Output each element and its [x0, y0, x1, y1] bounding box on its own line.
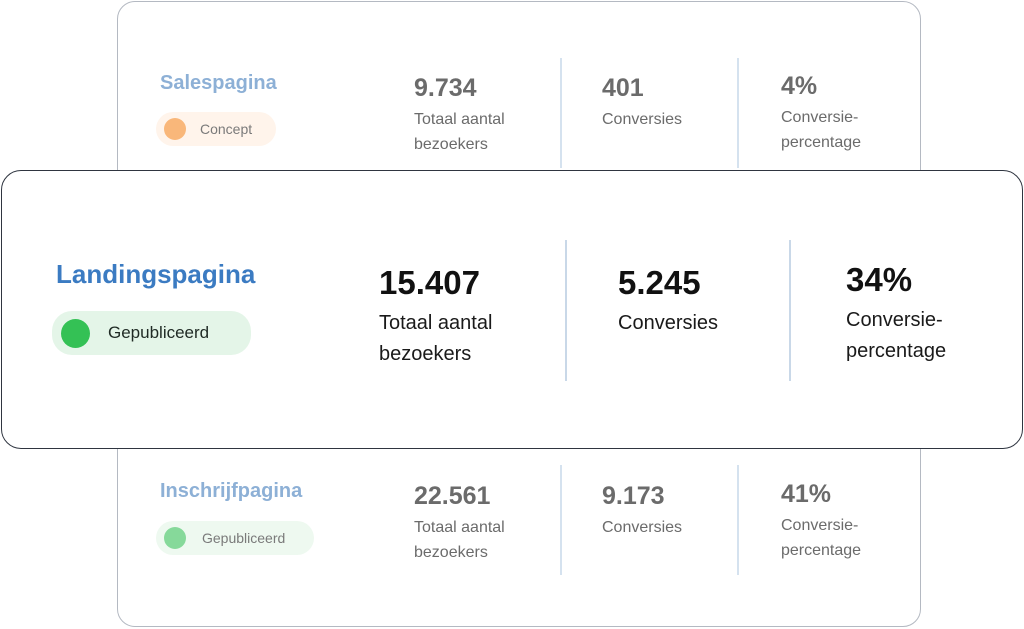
metric-label-line: Totaal aantal: [379, 312, 493, 334]
metric-label: Conversie- percentage: [781, 105, 861, 155]
metric-label: Conversies: [602, 111, 683, 128]
metric-visitors-signup: 22.561 Totaal aantal bezoekers: [414, 482, 505, 565]
status-dot-icon: [164, 527, 186, 549]
metric-label: Totaal aantal bezoekers: [414, 107, 505, 157]
metric-label-line: percentage: [781, 542, 862, 559]
status-label: Gepubliceerd: [202, 530, 286, 546]
metric-value: 9.734: [414, 74, 477, 102]
metric-label: Conversies: [602, 519, 683, 536]
metric-label: Conversies: [618, 312, 719, 334]
metric-value: 15.407: [379, 264, 480, 301]
metric-label-line: Conversie-: [846, 309, 943, 331]
metric-value: 9.173: [602, 482, 665, 510]
page-row-signup[interactable]: Inschrijfpagina Gepubliceerd 22.561 Tota…: [118, 451, 922, 627]
metric-rate-landing: 34% Conversie- percentage: [846, 261, 946, 367]
metric-label: Totaal aantal bezoekers: [379, 308, 492, 370]
status-label: Concept: [200, 121, 253, 137]
metric-label: Conversie- percentage: [781, 513, 861, 563]
metric-rate-signup: 41% Conversie- percentage: [781, 480, 861, 563]
metric-value: 41%: [781, 480, 832, 508]
page-row-landing[interactable]: Landingspagina Gepubliceerd 15.407 Totaa…: [1, 170, 1023, 449]
metric-visitors-landing: 15.407 Totaal aantal bezoekers: [379, 264, 492, 370]
divider: [737, 58, 739, 168]
metric-value: 34%: [846, 261, 913, 298]
status-label: Gepubliceerd: [108, 323, 210, 342]
metric-value: 4%: [781, 72, 818, 100]
metric-label-line: bezoekers: [414, 544, 488, 561]
page-row-sales[interactable]: Salespagina Concept 9.734 Totaal aantal …: [118, 2, 922, 170]
divider: [560, 465, 562, 575]
metric-value: 5.245: [618, 264, 701, 301]
metric-label-line: Totaal aantal: [414, 519, 505, 536]
status-badge-sales: Concept: [156, 112, 276, 146]
divider: [565, 240, 567, 381]
metric-value: 401: [602, 74, 644, 102]
status-badge-signup: Gepubliceerd: [156, 521, 314, 555]
metric-conversions-signup: 9.173 Conversies: [602, 482, 682, 540]
metric-visitors-sales: 9.734 Totaal aantal bezoekers: [414, 74, 505, 157]
metric-value: 22.561: [414, 482, 491, 510]
page-title-signup[interactable]: Inschrijfpagina: [160, 480, 303, 502]
status-dot-icon: [61, 318, 90, 348]
divider: [560, 58, 562, 168]
metric-label-line: percentage: [781, 134, 862, 151]
metric-label-line: bezoekers: [379, 343, 472, 365]
status-badge-landing: Gepubliceerd: [52, 311, 251, 355]
metric-label-line: Totaal aantal: [414, 111, 505, 128]
metric-conversions-landing: 5.245 Conversies: [618, 264, 718, 339]
metric-conversions-sales: 401 Conversies: [602, 74, 682, 132]
metric-label: Totaal aantal bezoekers: [414, 515, 505, 565]
metric-label-line: percentage: [846, 340, 947, 362]
metric-label-line: Conversie-: [781, 109, 859, 126]
metric-label-line: bezoekers: [414, 136, 488, 153]
status-dot-icon: [164, 118, 186, 140]
metric-rate-sales: 4% Conversie- percentage: [781, 72, 861, 155]
page-title-sales[interactable]: Salespagina: [160, 72, 277, 94]
divider: [737, 465, 739, 575]
page-title-landing[interactable]: Landingspagina: [56, 259, 256, 289]
metric-label: Conversie- percentage: [846, 305, 946, 367]
metric-label-line: Conversie-: [781, 517, 859, 534]
divider: [789, 240, 791, 381]
